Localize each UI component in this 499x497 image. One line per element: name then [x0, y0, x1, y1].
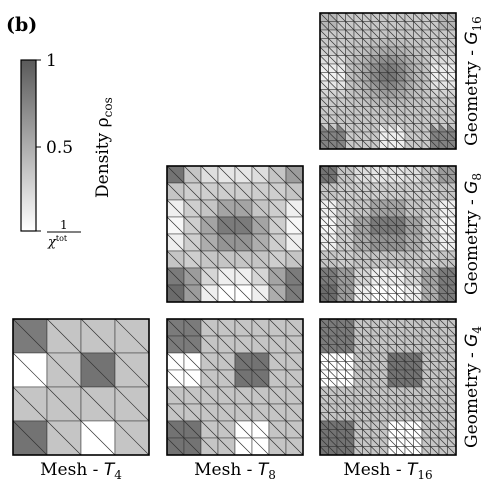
panel-grid: [12, 12, 457, 456]
panel-frame: [319, 318, 457, 456]
panel-g8-t16: [319, 165, 457, 303]
panel-g8-t8: [166, 165, 304, 303]
row-label-g16: Geometry - G16: [462, 16, 484, 146]
colorbar-tick-label-mid: 0.5: [46, 138, 73, 158]
row-label-g8: Geometry - G8: [462, 173, 484, 295]
panel-label: (b): [6, 14, 37, 36]
row-label-g4: Geometry - G4: [462, 326, 484, 448]
row-labels: Geometry - G16 Geometry - G8 Geometry - G4: [462, 16, 484, 448]
panel-frame: [166, 165, 304, 303]
colorbar-tick-bottom-denominator: χtot: [47, 234, 68, 250]
panel-frame: [319, 12, 457, 150]
panel-g4-t4: [12, 318, 150, 456]
panel-g4-t16: [319, 318, 457, 456]
column-label-t8: Mesh - T8: [194, 460, 276, 482]
colorbar: 1 0.5 1 χtot Density ρcos: [20, 51, 115, 250]
colorbar-tick-bottom-numerator: 1: [60, 218, 68, 232]
panel-frame: [166, 318, 304, 456]
column-label-t4: Mesh - T4: [40, 460, 122, 482]
column-label-t16: Mesh - T16: [343, 460, 432, 482]
colorbar-tick-label-top: 1: [46, 51, 57, 71]
colorbar-title: Density ρcos: [93, 97, 115, 198]
column-labels: Mesh - T4 Mesh - T8 Mesh - T16: [40, 460, 433, 482]
panel-g16-t16: [319, 12, 457, 150]
colorbar-tick-label-bottom: 1 χtot: [47, 218, 81, 250]
panel-frame: [12, 318, 150, 456]
colorbar-gradient: [20, 59, 37, 232]
panel-g4-t8: [166, 318, 304, 456]
panel-frame: [319, 165, 457, 303]
